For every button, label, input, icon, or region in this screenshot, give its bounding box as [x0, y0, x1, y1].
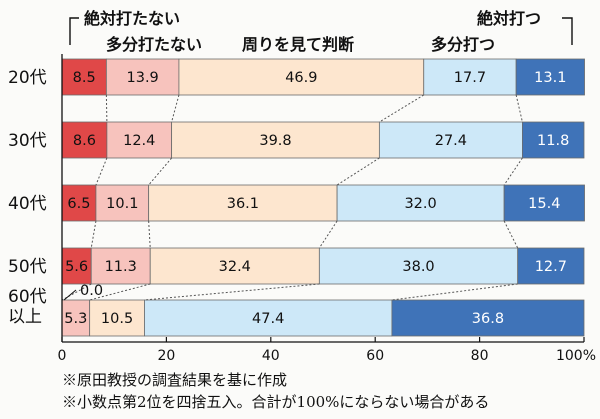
row-label: 20代: [8, 68, 47, 88]
x-tick-label: 40: [262, 348, 280, 364]
data-label: 12.7: [535, 259, 567, 275]
legend-probably: 多分打つ: [431, 35, 495, 54]
bar-segment: [106, 121, 173, 159]
legend-probably-not: 多分打たない: [106, 35, 202, 54]
data-label: 32.4: [219, 259, 251, 275]
connector-line: [105, 94, 108, 123]
connector-line: [318, 220, 338, 249]
legend-bracket-definitely: [562, 17, 573, 45]
row-label: 50代: [8, 257, 47, 277]
note-source: ※原田教授の調査結果を基に作成: [62, 371, 287, 389]
bar-segment: [61, 299, 91, 337]
x-tick-label: 60: [366, 348, 384, 364]
row-label: 40代: [8, 194, 47, 214]
connector-line: [89, 283, 151, 301]
bar-segment: [61, 58, 107, 96]
x-tick-label: 20: [157, 348, 175, 364]
data-label: 15.4: [528, 196, 560, 212]
x-axis: 0 20 40 60 80 100%: [58, 54, 596, 364]
connector-line: [391, 283, 518, 301]
connector-line: [90, 220, 97, 249]
legend-wait-and-see: 周りを見て判断: [242, 35, 354, 54]
connector-line: [61, 283, 92, 301]
bar-segment: [423, 58, 517, 96]
row-label: 60代: [8, 287, 47, 307]
bar-segment: [171, 121, 380, 159]
data-label: 46.9: [285, 70, 317, 86]
data-label: 8.5: [73, 70, 96, 86]
bar-segment: [89, 299, 145, 337]
data-label: 8.6: [73, 133, 96, 149]
data-label: 5.6: [65, 259, 88, 275]
legend: 絶対打たない 多分打たない 周りを見て判断 多分打つ 絶対打つ: [69, 9, 573, 54]
legend-definitely: 絶対打つ: [477, 9, 541, 28]
data-label: 27.4: [435, 133, 467, 149]
x-tick-label: 80: [471, 348, 489, 364]
legend-bracket-never: [69, 17, 79, 45]
bar-segment: [391, 299, 585, 337]
bars: 20代 8.5 13.9 46.9 17.7 13.1 30代 8.6 12.4 39.8 27.4…: [8, 58, 585, 337]
bar-segment: [522, 121, 585, 159]
data-label: 5.3: [64, 311, 87, 327]
bar-segment: [95, 184, 150, 222]
note-rounding: ※小数点第2位を四捨五入。合計が100%にならない場合がある: [62, 393, 489, 411]
bar-segment: [318, 247, 519, 285]
data-label: 11.3: [105, 259, 137, 275]
data-label: 39.8: [259, 133, 291, 149]
bar-segment: [105, 58, 180, 96]
connector-line: [95, 157, 108, 186]
bar-segment: [515, 58, 585, 96]
legend-never: 絶対打たない: [84, 9, 180, 28]
data-label: 13.9: [127, 70, 159, 86]
connector-line: [144, 283, 320, 301]
row-label: 以上: [8, 307, 42, 327]
bar-segment: [336, 184, 505, 222]
data-label: 13.1: [534, 70, 566, 86]
connector-line: [148, 220, 151, 249]
connector-line: [148, 157, 173, 186]
data-label: 36.8: [472, 311, 504, 327]
bar-segment: [148, 184, 338, 222]
data-label: 11.8: [537, 133, 569, 149]
leader-line: [63, 289, 77, 301]
connector-line: [379, 94, 425, 123]
data-label: 12.4: [123, 133, 155, 149]
data-label: 10.5: [101, 311, 133, 327]
bar-segment: [144, 299, 393, 337]
x-tick-label: 0: [58, 348, 67, 364]
data-label: 38.0: [402, 259, 434, 275]
row-label: 30代: [8, 131, 47, 151]
x-tick-label: 100%: [556, 348, 596, 364]
bar-segment: [178, 58, 425, 96]
data-label: 6.5: [67, 196, 90, 212]
bar-segment: [503, 184, 585, 222]
connector-line: [171, 94, 180, 123]
notes: ※原田教授の調査結果を基に作成 ※小数点第2位を四捨五入。合計が100%にならな…: [62, 371, 489, 411]
connector-line: [515, 94, 523, 123]
connector-line: [503, 157, 523, 186]
bar-segment: [149, 247, 320, 285]
data-label: 32.0: [404, 196, 436, 212]
data-label: 36.1: [227, 196, 259, 212]
data-label: 10.1: [106, 196, 138, 212]
bar-segment: [90, 247, 151, 285]
data-label: 47.4: [252, 311, 284, 327]
connector-line: [503, 220, 519, 249]
data-label: 17.7: [454, 70, 486, 86]
bar-segment: [517, 247, 585, 285]
data-label-outside: 0.0: [80, 283, 103, 299]
connector-line: [336, 157, 380, 186]
bar-segment: [378, 121, 523, 159]
